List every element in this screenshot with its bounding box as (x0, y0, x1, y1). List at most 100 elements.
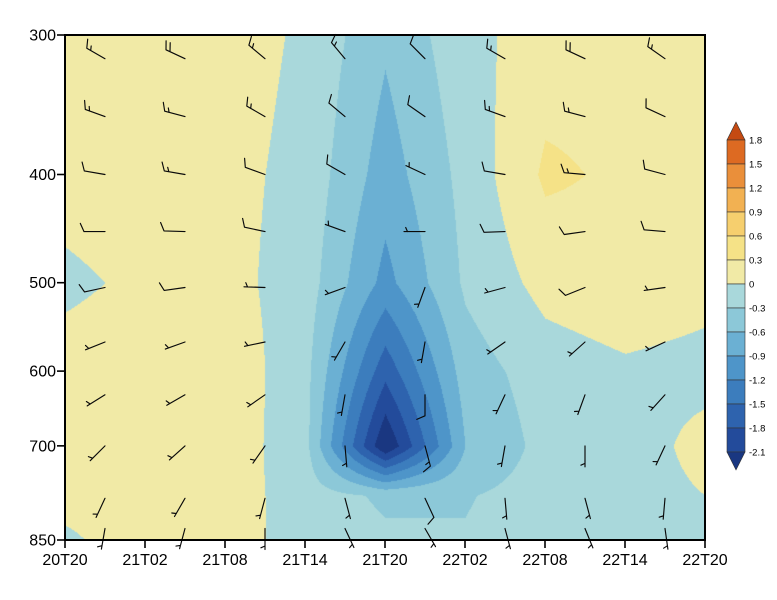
wind-barb (424, 497, 435, 525)
colorbar-label: -1.2 (749, 376, 765, 387)
wind-barb (645, 341, 666, 352)
wind-barb (337, 394, 346, 416)
wind-barb (643, 285, 666, 291)
wind-barb (504, 527, 511, 550)
wind-barb (324, 220, 346, 233)
wind-barb (84, 99, 106, 118)
wind-barb (249, 445, 266, 464)
wind-barb (416, 394, 426, 420)
wind-barb (560, 163, 586, 176)
wind-barb (422, 445, 431, 473)
colorbar-segment (726, 355, 746, 381)
wind-barb (161, 161, 186, 176)
colorbar-segment (726, 307, 746, 333)
wind-barb (558, 286, 586, 296)
wind-barb (652, 445, 666, 466)
colorbar-label: -0.6 (749, 328, 765, 339)
wind-barb (486, 38, 506, 60)
wind-barb (584, 497, 591, 520)
wind-barb (175, 527, 186, 550)
colorbar-segment (726, 235, 746, 261)
wind-barb (567, 341, 586, 357)
colorbar-label: -0.3 (749, 304, 765, 315)
wind-barb (647, 37, 666, 60)
wind-barb (85, 394, 106, 407)
wind-barb (165, 40, 186, 60)
wind-barb (324, 286, 346, 296)
wind-barb (165, 394, 186, 406)
colorbar-label: -1.8 (749, 424, 765, 435)
x-axis-label: 21T02 (122, 552, 167, 569)
colorbar-label: 0.6 (749, 232, 762, 243)
x-axis-label: 20T20 (42, 552, 87, 569)
wind-barb (642, 159, 666, 176)
wind-barb (164, 341, 186, 350)
wind-barb (663, 527, 669, 550)
wind-barb (484, 286, 506, 294)
contour-fill-field (65, 35, 705, 540)
wind-barb (407, 95, 426, 118)
colorbar-segment (726, 331, 746, 357)
colorbar-label: -0.9 (749, 352, 765, 363)
y-axis-label: 850 (29, 533, 56, 550)
wind-barb (326, 154, 346, 176)
wind-barb (244, 157, 266, 176)
wind-barb (497, 445, 506, 468)
plot-frame (64, 34, 706, 541)
colorbar-label: 0 (749, 280, 754, 291)
wind-barb (479, 223, 506, 233)
wind-barb (640, 220, 666, 233)
wind-barb (87, 445, 106, 462)
wind-barb (171, 497, 186, 518)
colorbar-segment (726, 139, 746, 165)
wind-barb (562, 101, 586, 118)
colorbar-arrow-bottom (726, 451, 746, 471)
wind-barb (486, 341, 506, 355)
wind-barb (328, 93, 346, 118)
wind-barb (481, 161, 506, 176)
wind-barb (405, 162, 426, 176)
wind-barb (645, 98, 666, 118)
wind-barb (413, 286, 426, 308)
colorbar-label: 0.9 (749, 208, 762, 219)
wind-barb (162, 101, 186, 118)
wind-barb (424, 527, 437, 548)
y-axis-label: 700 (29, 438, 56, 455)
colorbar-label: -1.5 (749, 400, 765, 411)
y-axis-label: 400 (29, 167, 56, 184)
wind-barb (342, 445, 348, 468)
wind-barb (344, 497, 351, 520)
wind-barb (573, 394, 586, 416)
wind-barb (79, 222, 106, 233)
colorbar-label: -2.1 (749, 448, 765, 459)
x-axis-label: 21T20 (362, 552, 407, 569)
colorbar-segment (726, 187, 746, 213)
colorbar-label: 1.5 (749, 160, 762, 171)
wind-barb (248, 35, 266, 60)
colorbar-label: 1.8 (749, 136, 762, 147)
wind-barb (160, 221, 186, 233)
wind-barb (502, 497, 508, 520)
wind-barb (580, 445, 586, 468)
x-axis-label: 22T20 (682, 552, 727, 569)
wind-barb (558, 226, 586, 236)
x-axis-label: 22T08 (522, 552, 567, 569)
colorbar-arrow-top (726, 121, 746, 141)
wind-barb (86, 38, 106, 60)
colorbar-segment (726, 427, 746, 453)
wind-barb (84, 341, 106, 351)
colorbar-label: 0.3 (749, 256, 762, 267)
colorbar-label: 1.2 (749, 184, 762, 195)
wind-barb (403, 226, 426, 233)
colorbar-segment (726, 211, 746, 237)
wind-barb (492, 394, 506, 415)
wind-barb (344, 527, 355, 549)
wind-barb (243, 282, 266, 289)
x-axis-label: 22T02 (442, 552, 487, 569)
y-axis-label: 600 (29, 364, 56, 381)
colorbar-segment (726, 163, 746, 189)
wind-barb (78, 284, 106, 293)
wind-barb (484, 99, 506, 118)
